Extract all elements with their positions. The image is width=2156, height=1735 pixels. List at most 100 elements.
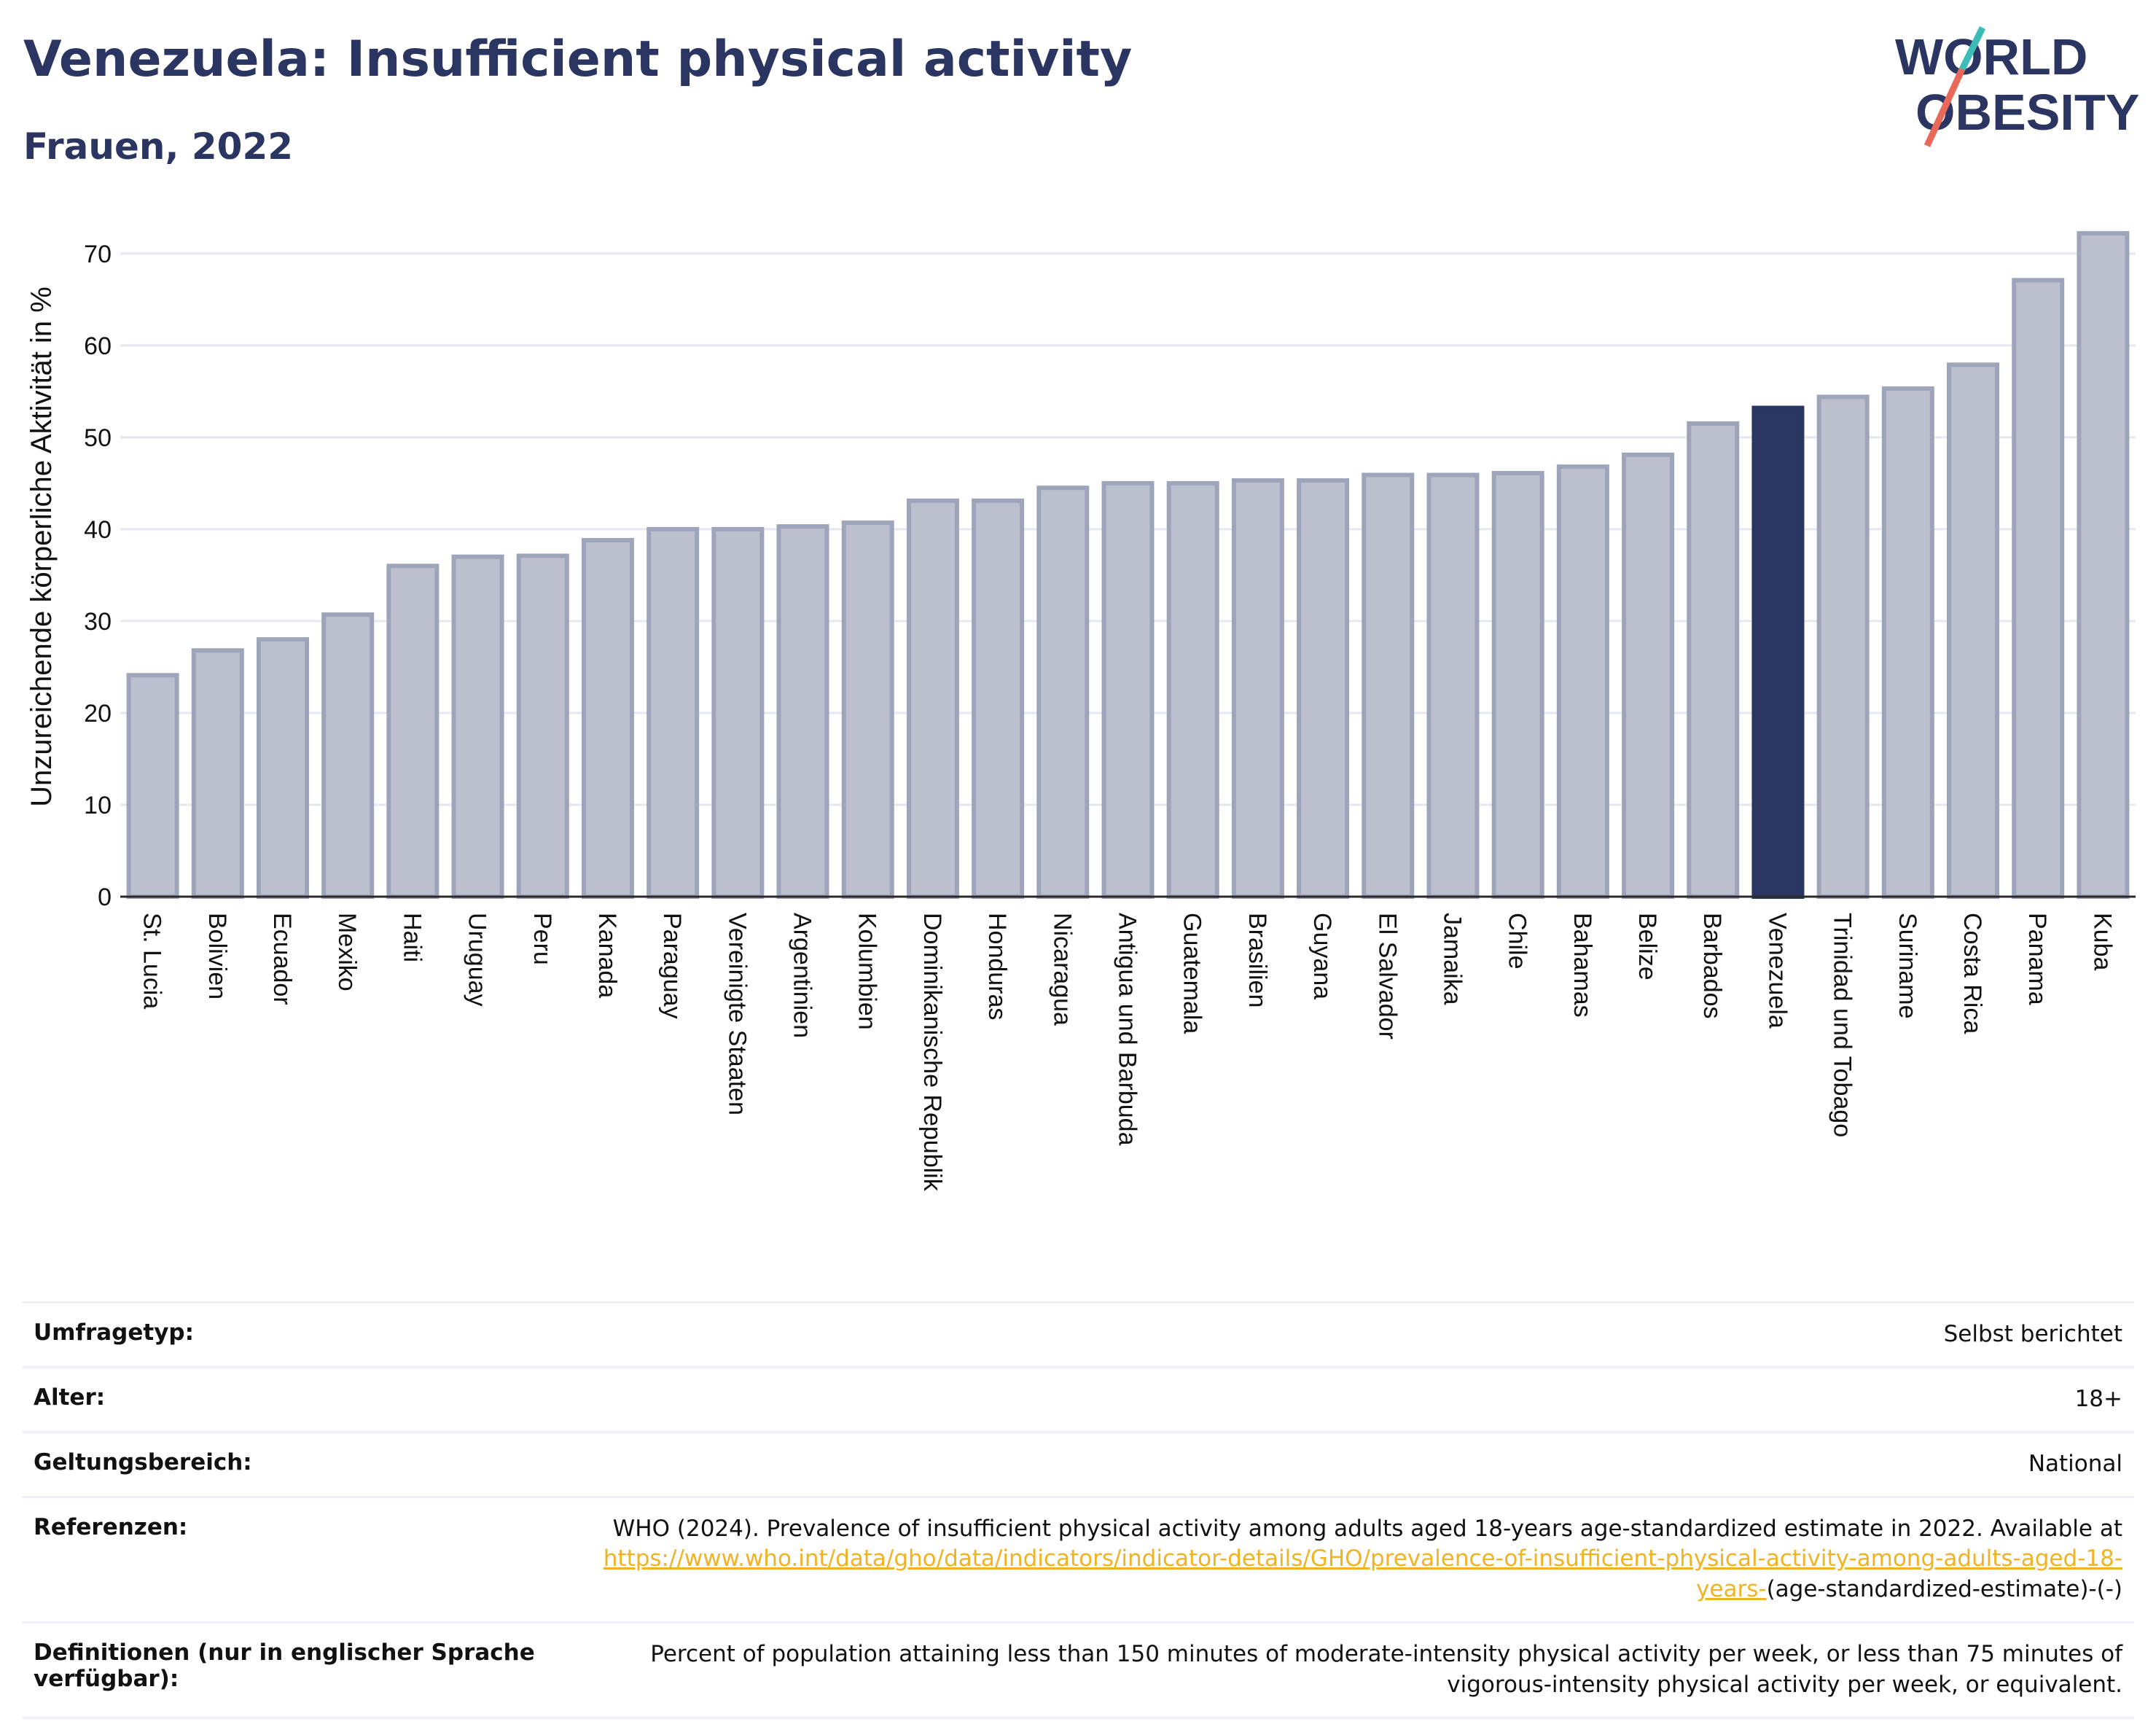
x-tick-labels: St. Lucia Bolivien Ecuador Mexiko Haiti Urugu… [138, 913, 2117, 1192]
references-text: WHO (2024). Prevalence of insufficient p… [612, 1515, 2122, 1542]
definitions-label: Definitionen (nur in englischer Sprache … [34, 1640, 535, 1693]
chart-title: Venezuela: Insufficient physical activit… [23, 31, 1133, 88]
bar-kolumbien [841, 520, 894, 899]
bar-jamaika [1426, 472, 1480, 899]
bar-bahamas [1556, 464, 1609, 899]
x-tick-label: Uruguay [464, 913, 491, 1007]
x-tick-label: Barbados [1698, 913, 1726, 1019]
bar-brasilien [1231, 478, 1284, 899]
bar-haiti [386, 564, 440, 900]
bar-belize [1622, 452, 1675, 899]
bar-chile [1491, 471, 1544, 900]
x-tick-label: Suriname [1894, 913, 1921, 1019]
bar-mexiko [321, 612, 375, 899]
info-row-definitions: Definitionen (nur in englischer Sprache … [22, 1621, 2134, 1719]
y-tick-label: 40 [84, 516, 112, 544]
bar-ecuador [256, 637, 309, 899]
x-tick-label: Mexiko [333, 913, 361, 991]
logo-slash-teal [1958, 26, 1986, 71]
x-tick-label: Dominikanische Republik [918, 913, 946, 1192]
info-row-scope: Geltungsbereich: National [22, 1430, 2134, 1496]
y-axis-label: Unzureichende körperliche Aktivität in % [26, 286, 58, 807]
bar-costa-rica [1947, 362, 2000, 899]
x-tick-label: Argentinien [789, 913, 816, 1038]
info-row-references: Referenzen: WHO (2024). Prevalence of in… [22, 1495, 2134, 1622]
x-tick-label: Vereinigte Staaten [723, 913, 751, 1115]
bar-el-salvador [1362, 472, 1415, 899]
references-link[interactable]: https://www.who.int/data/gho/data/indica… [603, 1545, 2122, 1603]
x-tick-label: Peru [528, 913, 556, 965]
x-tick-label: Kuba [2088, 913, 2116, 970]
x-tick-label: Antigua und Barbuda [1114, 913, 1141, 1146]
y-tick-label: 70 [84, 241, 112, 268]
x-tick-label: Chile [1504, 913, 1531, 969]
world-obesity-logo: WORLD OBESITY [1895, 26, 2139, 147]
info-value: National [2028, 1450, 2122, 1477]
bar-paraguay [647, 526, 700, 899]
info-value: 18+ [2074, 1385, 2122, 1412]
x-tick-label: Guatemala [1179, 913, 1206, 1034]
y-tick-label: 30 [84, 608, 112, 636]
y-tick-label: 50 [84, 424, 112, 452]
bar-vereinigte-staaten [711, 526, 765, 899]
bar-guatemala [1166, 480, 1219, 899]
logo-slash-coral [1923, 68, 1966, 147]
x-tick-label: Bahamas [1569, 913, 1596, 1018]
info-label: Umfragetyp: [34, 1319, 194, 1346]
bar-barbados [1687, 421, 1740, 899]
info-label: Geltungsbereich: [34, 1449, 252, 1475]
x-tick-label: Kanada [593, 913, 621, 998]
x-tick-label: El Salvador [1373, 913, 1401, 1040]
x-tick-label: Ecuador [268, 913, 296, 1005]
references-label: Referenzen: [34, 1513, 188, 1540]
bar-kuba [2077, 231, 2130, 899]
x-tick-label: Paraguay [658, 913, 686, 1019]
logo-line1: WORLD [1895, 28, 2087, 85]
y-tick-label: 20 [84, 700, 112, 728]
x-tick-label: Belize [1633, 913, 1661, 980]
bar-venezuela [1751, 405, 1805, 899]
bar-suriname [1881, 386, 1934, 899]
info-row-survey-type: Umfragetyp: Selbst berichtet [22, 1301, 2134, 1366]
x-tick-label: Nicaragua [1048, 913, 1076, 1026]
info-label: Alter: [34, 1384, 106, 1411]
bar-bolivien [191, 648, 244, 899]
x-tick-label: Venezuela [1763, 913, 1791, 1029]
bar-nicaragua [1036, 486, 1090, 899]
bar-honduras [972, 498, 1025, 900]
x-tick-label: Guyana [1308, 913, 1336, 999]
bar-guyana [1297, 478, 1350, 899]
bar-trinidad-und-tobago [1816, 394, 1870, 899]
bar-dominikanische-republik [906, 498, 959, 900]
x-tick-label: Honduras [983, 913, 1011, 1020]
bar-kanada [581, 538, 634, 899]
x-tick-label: Trinidad und Tobago [1829, 913, 1856, 1137]
references-suffix: (age-standardized-estimate)-(-) [1766, 1576, 2122, 1603]
y-tick-label: 60 [84, 332, 112, 360]
x-tick-label: St. Lucia [138, 913, 166, 1009]
y-tick-label: 0 [98, 884, 112, 911]
chart-subtitle: Frauen, 2022 [23, 125, 294, 168]
definitions-value: Percent of population attaining less tha… [650, 1641, 2122, 1698]
info-table: Umfragetyp: Selbst berichtet Alter: 18+ … [22, 1301, 2134, 1719]
y-tick-labels: 0 10 20 30 40 50 60 70 [84, 241, 112, 911]
x-tick-label: Costa Rica [1958, 913, 1986, 1034]
info-value: Selbst berichtet [1943, 1321, 2122, 1347]
bar-argentinien [776, 524, 829, 899]
bar-chart: 0 10 20 30 40 50 60 70 St. Lucia Bolivien Ecuador… [26, 231, 2136, 1192]
y-tick-label: 10 [84, 792, 112, 819]
x-tick-label: Brasilien [1243, 913, 1271, 1007]
x-tick-label: Panama [2023, 913, 2051, 1005]
x-tick-label: Haiti [398, 913, 426, 962]
bar-st-lucia [126, 673, 179, 899]
bar-uruguay [451, 554, 504, 899]
bar-peru [516, 553, 569, 899]
references-value: WHO (2024). Prevalence of insufficient p… [558, 1514, 2122, 1606]
x-tick-label: Kolumbien [854, 913, 881, 1030]
bar-antigua-und-barbuda [1101, 480, 1155, 899]
x-tick-label: Bolivien [203, 913, 231, 999]
bar-panama [2012, 278, 2065, 900]
bars [120, 231, 2136, 900]
info-row-age: Alter: 18+ [22, 1365, 2134, 1431]
x-tick-label: Jamaika [1438, 913, 1466, 1005]
